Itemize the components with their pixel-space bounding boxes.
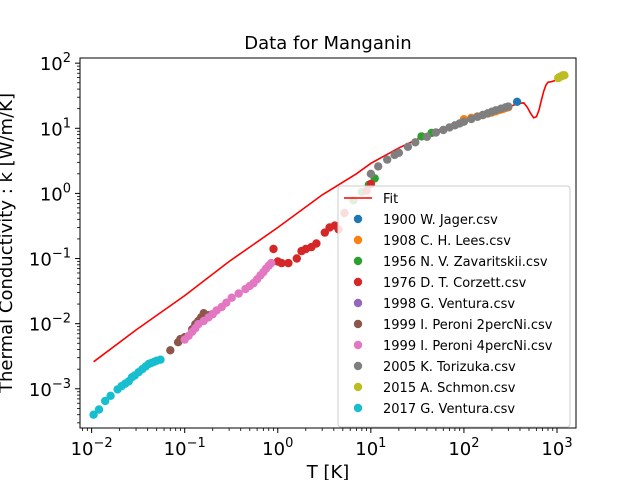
data-point [383,155,392,164]
data-point [166,346,175,355]
chart-title: Data for Manganin [244,33,411,54]
y-tick-label: 102 [40,51,71,75]
data-point [312,239,321,248]
legend-swatch [353,214,363,224]
series-9 [89,355,165,419]
data-point [227,293,236,302]
legend-swatch [353,361,363,371]
x-tick-label: 102 [448,436,479,460]
x-axis: 10−2 10−1 100 101 102 103 [71,428,573,460]
legend-label: 1999 I. Peroni 2percNi.csv [383,318,553,333]
series-8 [554,71,569,83]
data-point [366,169,376,178]
series-3 [269,179,376,268]
data-point [374,162,383,171]
y-tick-label: 10−3 [29,377,71,401]
data-point [431,128,441,137]
x-tick-label: 10−1 [164,436,206,460]
data-point [292,254,301,263]
x-tick-label: 10−2 [71,436,113,460]
series-0 [512,97,522,107]
data-point [284,258,293,268]
legend-label: 1956 N. V. Zavaritskii.csv [383,255,548,270]
data-point [94,405,104,414]
data-point [234,289,243,298]
legend-label: 1976 D. T. Corzett.csv [383,276,527,291]
data-point [422,132,432,141]
legend-box [337,185,571,428]
legend-label: 2017 G. Ventura.csv [383,402,515,417]
legend-swatch [353,298,363,308]
legend-swatch [353,319,363,329]
y-tick-label: 100 [40,181,71,205]
legend-fit-label: Fit [383,192,398,207]
legend-label: 1999 I. Peroni 4percNi.csv [383,339,553,354]
legend-label: 1900 W. Jager.csv [383,213,498,228]
data-point [267,258,276,268]
data-point [269,244,278,254]
data-point [89,410,98,419]
x-axis-title: T [K] [306,462,350,480]
legend-swatch [353,235,363,245]
legend-label: 2015 A. Schmon.csv [383,381,516,396]
data-point [560,71,569,80]
legend-swatch [353,382,363,392]
series-6 [180,258,276,344]
data-point [403,142,413,151]
series-7 [366,102,513,178]
data-point [156,355,165,364]
x-tick-label: 100 [262,436,293,460]
y-tick-label: 101 [40,116,71,140]
data-point [411,138,420,147]
legend-label: 2005 K. Torizuka.csv [383,360,516,375]
data-point [504,102,513,111]
y-axis-title: Thermal Conductivity : k [W/m/K] [0,93,17,394]
y-tick-label: 10−1 [29,247,71,271]
legend-swatch [353,340,363,350]
legend-swatch [353,256,363,266]
x-tick-label: 101 [355,436,386,460]
legend: Fit 1900 W. Jager.csv 1908 C. H. Lees.csv 1… [337,185,571,428]
data-point [459,117,469,126]
axes-frame [79,57,577,429]
data-point [277,258,286,268]
data-point [394,148,404,157]
legend-swatch [353,403,363,413]
x-tick-label: 103 [541,436,572,460]
data-point [101,396,110,406]
data-point [222,298,231,307]
legend-swatch [353,277,363,287]
legend-label: 1998 G. Ventura.csv [383,297,515,312]
y-axis: 10−3 10−2 10−1 100 101 102 [29,51,80,424]
data-point [512,97,522,107]
legend-label: 1908 C. H. Lees.csv [383,234,511,249]
data-point [106,391,115,400]
y-tick-label: 10−2 [29,312,71,336]
